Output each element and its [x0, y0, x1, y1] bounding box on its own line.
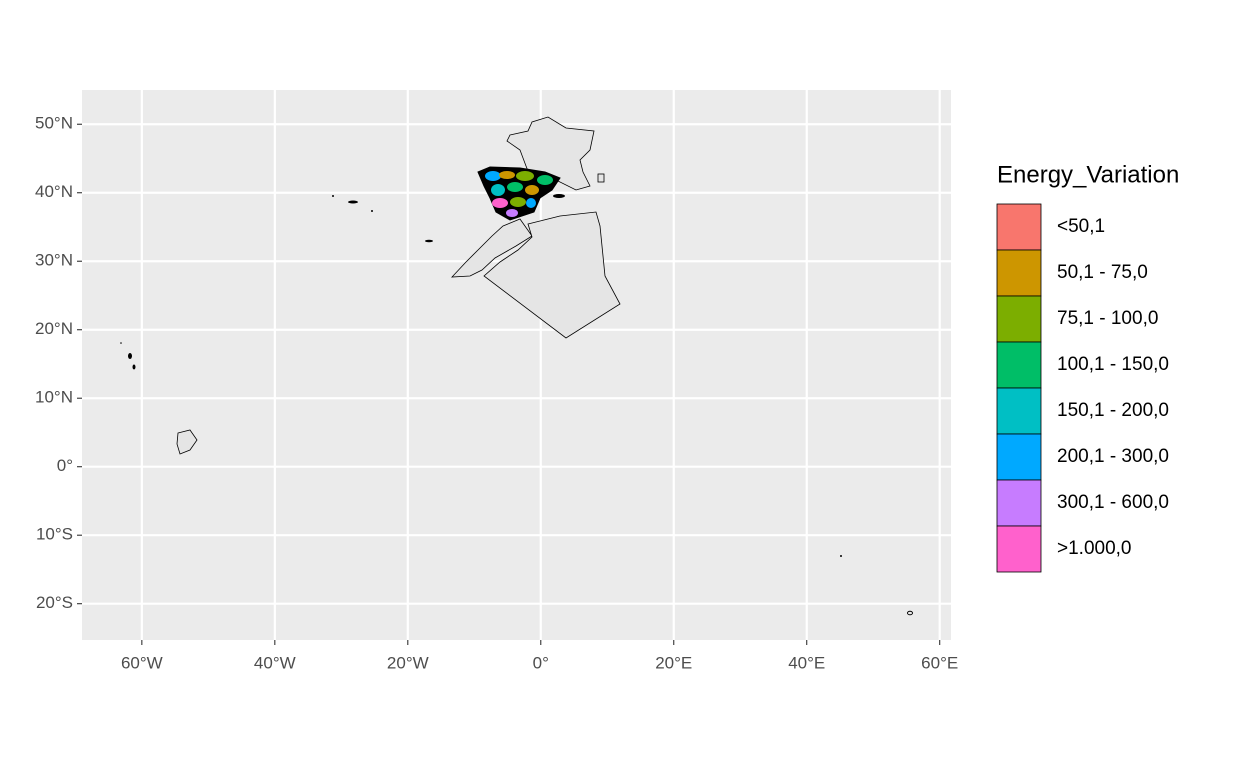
region: [510, 197, 526, 207]
legend-label: 200,1 - 300,0: [1057, 446, 1169, 467]
y-tick-label: 10°N: [35, 388, 73, 407]
legend-key: [996, 387, 1042, 435]
x-tick-label: 20°E: [655, 653, 692, 672]
region: [537, 175, 553, 185]
legend-key: [996, 479, 1042, 527]
legend-label: 300,1 - 600,0: [1057, 492, 1169, 513]
island: [348, 200, 358, 204]
island: [840, 555, 842, 557]
y-tick-label: 50°N: [35, 114, 73, 133]
x-tick-label: 40°E: [788, 653, 825, 672]
x-tick-label: 60°W: [121, 653, 163, 672]
corsica: [597, 173, 605, 183]
y-tick-label: 10°S: [36, 525, 73, 544]
y-tick-label: 30°N: [35, 251, 73, 270]
x-tick-label: 40°W: [254, 653, 296, 672]
region: [507, 182, 523, 192]
island: [120, 342, 122, 344]
legend-key: [996, 525, 1042, 573]
land-shapes: [120, 116, 913, 616]
region: [492, 198, 508, 208]
region: [525, 185, 539, 195]
legend-label: <50,1: [1057, 216, 1105, 237]
y-tick-label: 0°: [57, 456, 73, 475]
region: [491, 184, 505, 196]
region: [499, 171, 515, 179]
legend-key: [996, 249, 1042, 297]
x-tick-label: 20°W: [387, 653, 429, 672]
legend-label: 50,1 - 75,0: [1057, 262, 1148, 283]
legend-key: [996, 295, 1042, 343]
french-guiana: [176, 429, 198, 455]
legend-key: [996, 341, 1042, 389]
y-tick-label: 20°S: [36, 593, 73, 612]
island: [128, 353, 132, 359]
region: [526, 198, 536, 208]
island: [132, 364, 136, 370]
island: [553, 194, 565, 198]
legend-label: 100,1 - 150,0: [1057, 354, 1169, 375]
legend-key: [996, 433, 1042, 481]
legend-label: 75,1 - 100,0: [1057, 308, 1158, 329]
legend-key: [996, 203, 1042, 251]
island: [425, 239, 433, 243]
region: [485, 171, 501, 181]
region: [516, 171, 534, 181]
region: [506, 209, 518, 217]
morocco: [451, 218, 533, 278]
x-tick-label: 0°: [533, 653, 549, 672]
legend: <50,1 50,1 - 75,0 75,1 - 100,0 100,1 - 150,…: [996, 203, 1169, 573]
legend-label: 150,1 - 200,0: [1057, 400, 1169, 421]
x-tick-label: 60°E: [921, 653, 958, 672]
legend-title: Energy_Variation: [997, 161, 1179, 188]
y-tick-label: 40°N: [35, 182, 73, 201]
y-tick-label: 20°N: [35, 319, 73, 338]
island: [907, 610, 913, 616]
island: [371, 210, 373, 212]
legend-label: >1.000,0: [1057, 538, 1132, 559]
algeria: [483, 211, 621, 339]
island: [332, 195, 334, 197]
